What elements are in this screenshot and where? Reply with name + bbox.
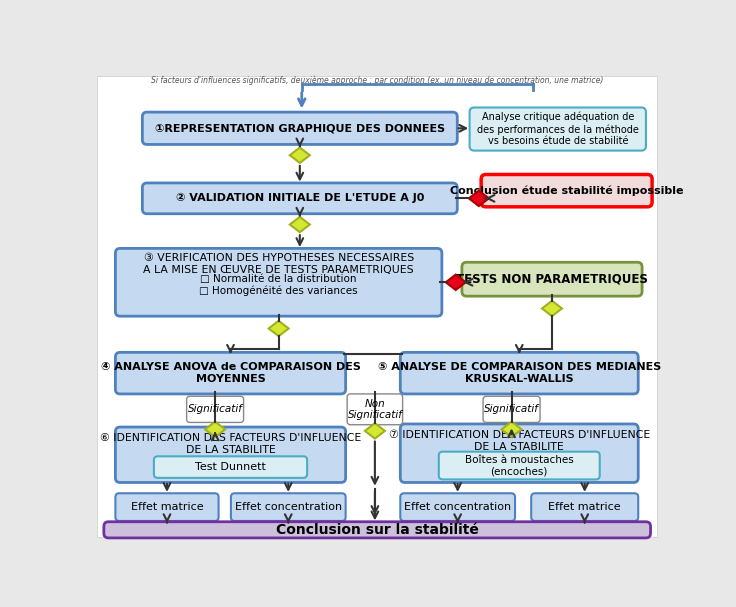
Text: ⑤ ANALYSE DE COMPARAISON DES MEDIANES
KRUSKAL-WALLIS: ⑤ ANALYSE DE COMPARAISON DES MEDIANES KR… xyxy=(378,362,661,384)
Polygon shape xyxy=(501,422,522,437)
Text: ①REPRESENTATION GRAPHIQUE DES DONNEES: ①REPRESENTATION GRAPHIQUE DES DONNEES xyxy=(155,123,445,134)
Text: ⑦ IDENTIFICATION DES FACTEURS D'INFLUENCE
DE LA STABILITE: ⑦ IDENTIFICATION DES FACTEURS D'INFLUENC… xyxy=(389,430,650,452)
FancyBboxPatch shape xyxy=(462,262,642,296)
Text: Conclusion sur la stabilité: Conclusion sur la stabilité xyxy=(276,523,478,537)
Text: ④ ANALYSE ANOVA de COMPARAISON DES
MOYENNES: ④ ANALYSE ANOVA de COMPARAISON DES MOYEN… xyxy=(101,362,361,384)
FancyBboxPatch shape xyxy=(116,427,346,483)
Text: Effet matrice: Effet matrice xyxy=(131,502,203,512)
FancyBboxPatch shape xyxy=(187,396,244,422)
Text: Effet matrice: Effet matrice xyxy=(548,502,621,512)
Polygon shape xyxy=(542,300,562,316)
Polygon shape xyxy=(365,423,385,439)
FancyBboxPatch shape xyxy=(154,456,307,478)
FancyBboxPatch shape xyxy=(483,396,540,422)
FancyBboxPatch shape xyxy=(97,76,657,537)
Text: Test Dunnett: Test Dunnett xyxy=(195,462,266,472)
Text: ② VALIDATION INITIALE DE L'ETUDE A J0: ② VALIDATION INITIALE DE L'ETUDE A J0 xyxy=(176,193,424,203)
Text: TESTS NON PARAMETRIQUES: TESTS NON PARAMETRIQUES xyxy=(456,273,648,286)
FancyBboxPatch shape xyxy=(116,248,442,316)
Text: Effet concentration: Effet concentration xyxy=(404,502,512,512)
Text: □ Normalité de la distribution
□ Homogénéité des variances: □ Normalité de la distribution □ Homogén… xyxy=(199,274,358,296)
Text: Si facteurs d'influences significatifs, deuxième approche : par condition (ex. u: Si facteurs d'influences significatifs, … xyxy=(151,76,604,86)
FancyBboxPatch shape xyxy=(400,493,515,521)
Text: Significatif: Significatif xyxy=(484,404,539,415)
Polygon shape xyxy=(469,191,489,206)
FancyBboxPatch shape xyxy=(142,183,457,214)
FancyBboxPatch shape xyxy=(400,424,638,483)
Text: Non
Significatif: Non Significatif xyxy=(347,399,403,420)
Text: ③ VERIFICATION DES HYPOTHESES NECESSAIRES
A LA MISE EN ŒUVRE DE TESTS PARAMETRIQ: ③ VERIFICATION DES HYPOTHESES NECESSAIRE… xyxy=(144,253,414,274)
FancyBboxPatch shape xyxy=(142,112,457,144)
Text: Analyse critique adéquation de
des performances de la méthode
vs besoins étude d: Analyse critique adéquation de des perfo… xyxy=(477,112,639,146)
FancyBboxPatch shape xyxy=(439,452,600,480)
Polygon shape xyxy=(269,320,289,336)
FancyBboxPatch shape xyxy=(116,352,346,394)
Text: Boîtes à moustaches
(encoches): Boîtes à moustaches (encoches) xyxy=(465,455,573,476)
FancyBboxPatch shape xyxy=(116,493,219,521)
FancyBboxPatch shape xyxy=(231,493,346,521)
FancyBboxPatch shape xyxy=(347,394,403,425)
FancyBboxPatch shape xyxy=(400,352,638,394)
Polygon shape xyxy=(290,148,310,163)
Polygon shape xyxy=(205,422,225,437)
FancyBboxPatch shape xyxy=(531,493,638,521)
Polygon shape xyxy=(446,274,466,290)
Text: Effet concentration: Effet concentration xyxy=(235,502,342,512)
FancyBboxPatch shape xyxy=(481,174,652,207)
FancyBboxPatch shape xyxy=(104,522,651,538)
FancyBboxPatch shape xyxy=(470,107,646,151)
Polygon shape xyxy=(290,217,310,232)
Text: ⑥ IDENTIFICATION DES FACTEURS D'INFLUENCE
DE LA STABILITE: ⑥ IDENTIFICATION DES FACTEURS D'INFLUENC… xyxy=(100,433,361,455)
Text: Conclusion étude stabilité impossible: Conclusion étude stabilité impossible xyxy=(450,185,683,196)
Text: Significatif: Significatif xyxy=(188,404,243,415)
